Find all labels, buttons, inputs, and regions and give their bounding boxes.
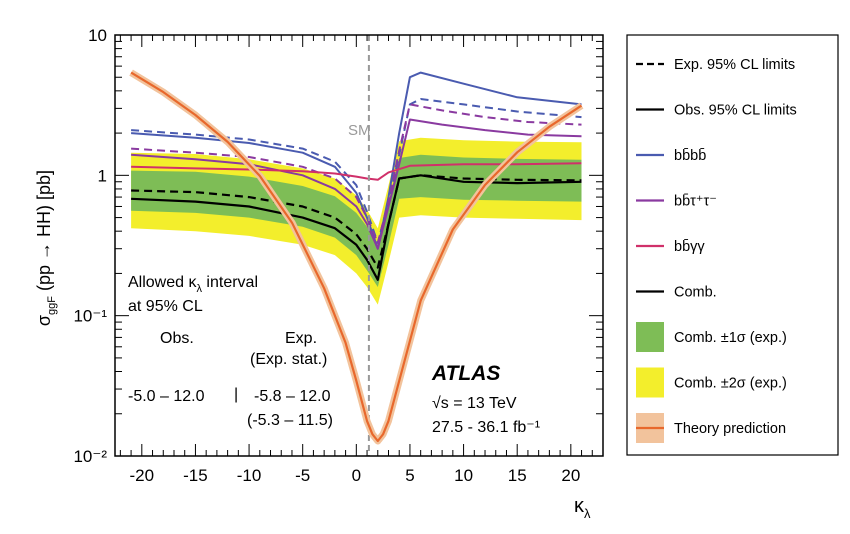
- legend-label: Comb. ±2σ (exp.): [674, 376, 787, 392]
- value-separator: |: [234, 386, 238, 403]
- legend-label: bb̄γγ: [674, 239, 705, 255]
- legend-label: Theory prediction: [674, 421, 786, 437]
- legend-label: bb̄bb̄: [674, 148, 706, 164]
- legend-swatch: [636, 322, 664, 352]
- x-tick-label: 10: [454, 466, 473, 485]
- exp-header: Exp.: [285, 330, 317, 347]
- interval-title-2: at 95% CL: [128, 298, 203, 315]
- exp-value: -5.8 – 12.0: [254, 388, 331, 405]
- series-bb-exp: [131, 103, 582, 244]
- plot-frame: [114, 34, 604, 457]
- legend: Exp. 95% CL limits Obs. 95% CL limits bb̄b…: [636, 57, 797, 443]
- x-axis-label: κλ: [574, 495, 591, 521]
- sm-label: SM: [348, 122, 371, 139]
- legend-swatch: [636, 367, 664, 398]
- exp-stat-value: (-5.3 – 11.5): [247, 412, 333, 429]
- series-comb-exp: [131, 174, 582, 269]
- x-tick-label: -20: [130, 466, 155, 485]
- obs-value: -5.0 – 12.0: [128, 388, 205, 405]
- x-tick-label: 15: [508, 466, 527, 485]
- y-tick-label: 10: [88, 26, 107, 45]
- axis-ticks: -20 -15 -10 -5 0 5 10 15 20 10⁻² 10⁻¹ 1 10: [73, 26, 604, 485]
- atlas-label: ATLAS: [431, 362, 500, 385]
- y-tick-label: 10⁻¹: [73, 307, 107, 326]
- luminosity-label: 27.5 - 36.1 fb⁻¹: [432, 419, 540, 436]
- x-tick-label: -5: [295, 466, 310, 485]
- energy-label: √s = 13 TeV: [432, 395, 517, 412]
- y-axis-label: σggF (pp → HH) [pb]: [34, 170, 58, 326]
- series-theory-prediction: [130, 71, 583, 443]
- series-bb-obs: [131, 118, 582, 250]
- exp-stat-header: (Exp. stat.): [250, 351, 327, 368]
- band-comb-1-exp: [131, 154, 582, 287]
- legend-label: Comb. ±1σ (exp.): [674, 330, 787, 346]
- x-tick-label: -10: [237, 466, 262, 485]
- legend-label: Comb.: [674, 285, 717, 301]
- y-tick-label: 10⁻²: [73, 447, 107, 466]
- theory-curve: [129, 69, 584, 445]
- x-tick-label: 5: [405, 466, 414, 485]
- interval-title-1: Allowed κλ interval: [128, 274, 258, 295]
- limit-lines: [131, 71, 582, 281]
- x-tick-label: -15: [183, 466, 208, 485]
- legend-label: Obs. 95% CL limits: [674, 103, 797, 119]
- series-comb-obs: [131, 174, 582, 281]
- y-tick-label: 1: [98, 166, 107, 185]
- uncertainty-bands: [131, 137, 582, 305]
- x-tick-label: 20: [561, 466, 580, 485]
- obs-header: Obs.: [160, 330, 194, 347]
- x-tick-label: 0: [352, 466, 361, 485]
- legend-label: Exp. 95% CL limits: [674, 57, 795, 73]
- legend-label: bb̄τ⁺τ⁻: [674, 193, 717, 209]
